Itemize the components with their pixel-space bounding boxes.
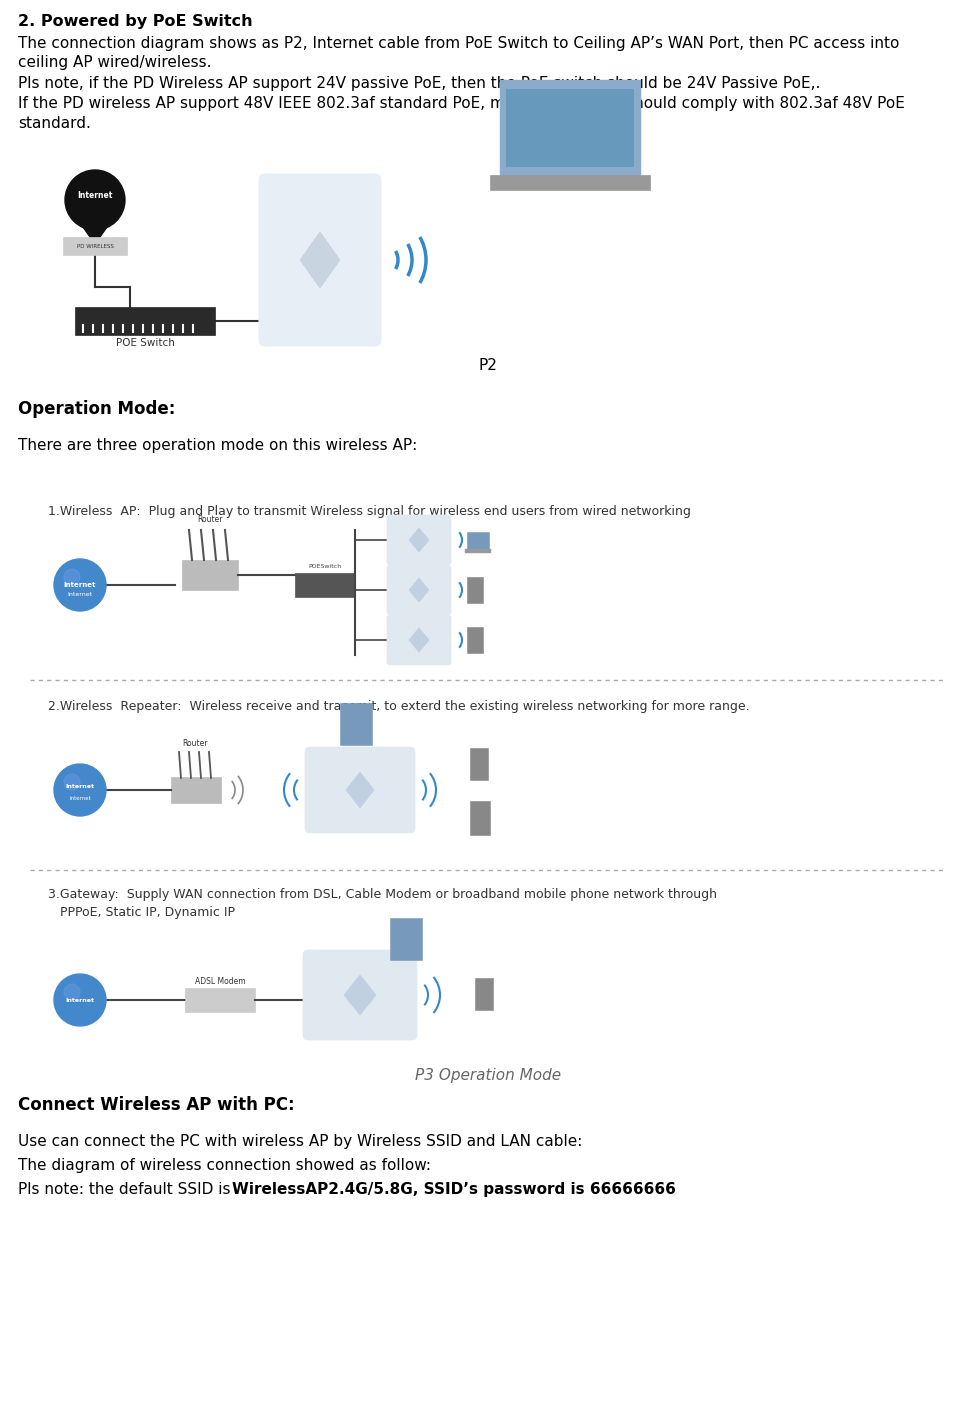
Text: The connection diagram shows as P2, Internet cable from PoE Switch to Ceiling AP: The connection diagram shows as P2, Inte… <box>18 37 899 51</box>
Text: There are three operation mode on this wireless AP:: There are three operation mode on this w… <box>18 437 418 453</box>
Text: 2. Powered by PoE Switch: 2. Powered by PoE Switch <box>18 14 253 30</box>
Polygon shape <box>301 231 340 288</box>
Circle shape <box>54 974 106 1026</box>
Text: Internet: Internet <box>65 998 95 1002</box>
Bar <box>470 801 490 835</box>
Text: Pls note: the default SSID is: Pls note: the default SSID is <box>18 1182 235 1197</box>
Bar <box>490 175 650 190</box>
Text: Connect Wireless AP with PC:: Connect Wireless AP with PC: <box>18 1096 295 1115</box>
Circle shape <box>64 983 80 1000</box>
Bar <box>506 89 634 166</box>
Text: Router: Router <box>183 739 208 748</box>
Polygon shape <box>409 579 429 602</box>
Bar <box>182 560 238 590</box>
Text: WirelessAP2.4G/5.8G, SSID’s password is 66666666: WirelessAP2.4G/5.8G, SSID’s password is … <box>232 1182 676 1197</box>
FancyBboxPatch shape <box>259 174 381 346</box>
Bar <box>63 237 127 255</box>
FancyBboxPatch shape <box>305 746 415 832</box>
Text: 3.Gateway:  Supply WAN connection from DSL, Cable Modem or broadband mobile phon: 3.Gateway: Supply WAN connection from DS… <box>48 888 717 902</box>
Text: ceiling AP wired/wireless.: ceiling AP wired/wireless. <box>18 55 212 71</box>
Text: Use can connect the PC with wireless AP by Wireless SSID and LAN cable:: Use can connect the PC with wireless AP … <box>18 1134 583 1149</box>
Bar <box>171 777 221 803</box>
Circle shape <box>65 169 125 230</box>
Bar <box>470 748 488 780</box>
FancyBboxPatch shape <box>387 515 451 564</box>
Text: ADSL Modem: ADSL Modem <box>194 978 245 986</box>
Bar <box>465 549 491 553</box>
Text: P2: P2 <box>478 358 498 373</box>
Bar <box>30 535 946 1075</box>
Bar <box>185 988 255 1012</box>
Text: 2.Wireless  Repeater:  Wireless receive and transmit, to exterd the existing wir: 2.Wireless Repeater: Wireless receive an… <box>48 700 750 713</box>
Polygon shape <box>409 528 429 552</box>
FancyBboxPatch shape <box>387 564 451 615</box>
Bar <box>340 703 372 745</box>
Text: POE Switch: POE Switch <box>115 339 175 349</box>
Text: 1.Wireless  AP:  Plug and Play to transmit Wireless signal for wireless end user: 1.Wireless AP: Plug and Play to transmit… <box>48 505 691 518</box>
Text: PD WIRELESS: PD WIRELESS <box>76 244 113 248</box>
Text: standard.: standard. <box>18 116 91 131</box>
Bar <box>467 532 489 550</box>
Text: POESwitch: POESwitch <box>308 564 342 570</box>
Polygon shape <box>83 227 107 244</box>
Text: Internet: Internet <box>69 796 91 800</box>
Text: P3 Operation Mode: P3 Operation Mode <box>415 1068 561 1084</box>
Bar <box>295 573 355 597</box>
Bar <box>467 626 483 653</box>
FancyBboxPatch shape <box>303 950 417 1040</box>
Bar <box>390 919 422 959</box>
Text: Internet: Internet <box>67 593 93 597</box>
Circle shape <box>64 775 80 790</box>
Polygon shape <box>409 628 429 652</box>
Text: Internet: Internet <box>63 581 97 588</box>
Text: The diagram of wireless connection showed as follow:: The diagram of wireless connection showe… <box>18 1158 431 1173</box>
Text: Router: Router <box>197 515 223 525</box>
FancyBboxPatch shape <box>387 615 451 665</box>
Text: Internet: Internet <box>65 785 95 790</box>
Text: Internet: Internet <box>77 190 112 199</box>
Polygon shape <box>344 975 376 1015</box>
Bar <box>500 80 640 175</box>
Text: Operation Mode:: Operation Mode: <box>18 399 176 418</box>
Bar <box>475 978 493 1010</box>
Text: Pls note, if the PD Wireless AP support 24V passive PoE, then the PoE switch sho: Pls note, if the PD Wireless AP support … <box>18 76 821 90</box>
Circle shape <box>64 569 80 586</box>
Bar <box>75 308 215 334</box>
Text: PPPoE, Static IP, Dynamic IP: PPPoE, Static IP, Dynamic IP <box>48 906 235 919</box>
Text: If the PD wireless AP support 48V IEEE 802.3af standard PoE, m the PoE switch sh: If the PD wireless AP support 48V IEEE 8… <box>18 96 905 111</box>
Bar <box>467 577 483 602</box>
Polygon shape <box>346 772 374 809</box>
Circle shape <box>54 559 106 611</box>
Circle shape <box>54 763 106 816</box>
